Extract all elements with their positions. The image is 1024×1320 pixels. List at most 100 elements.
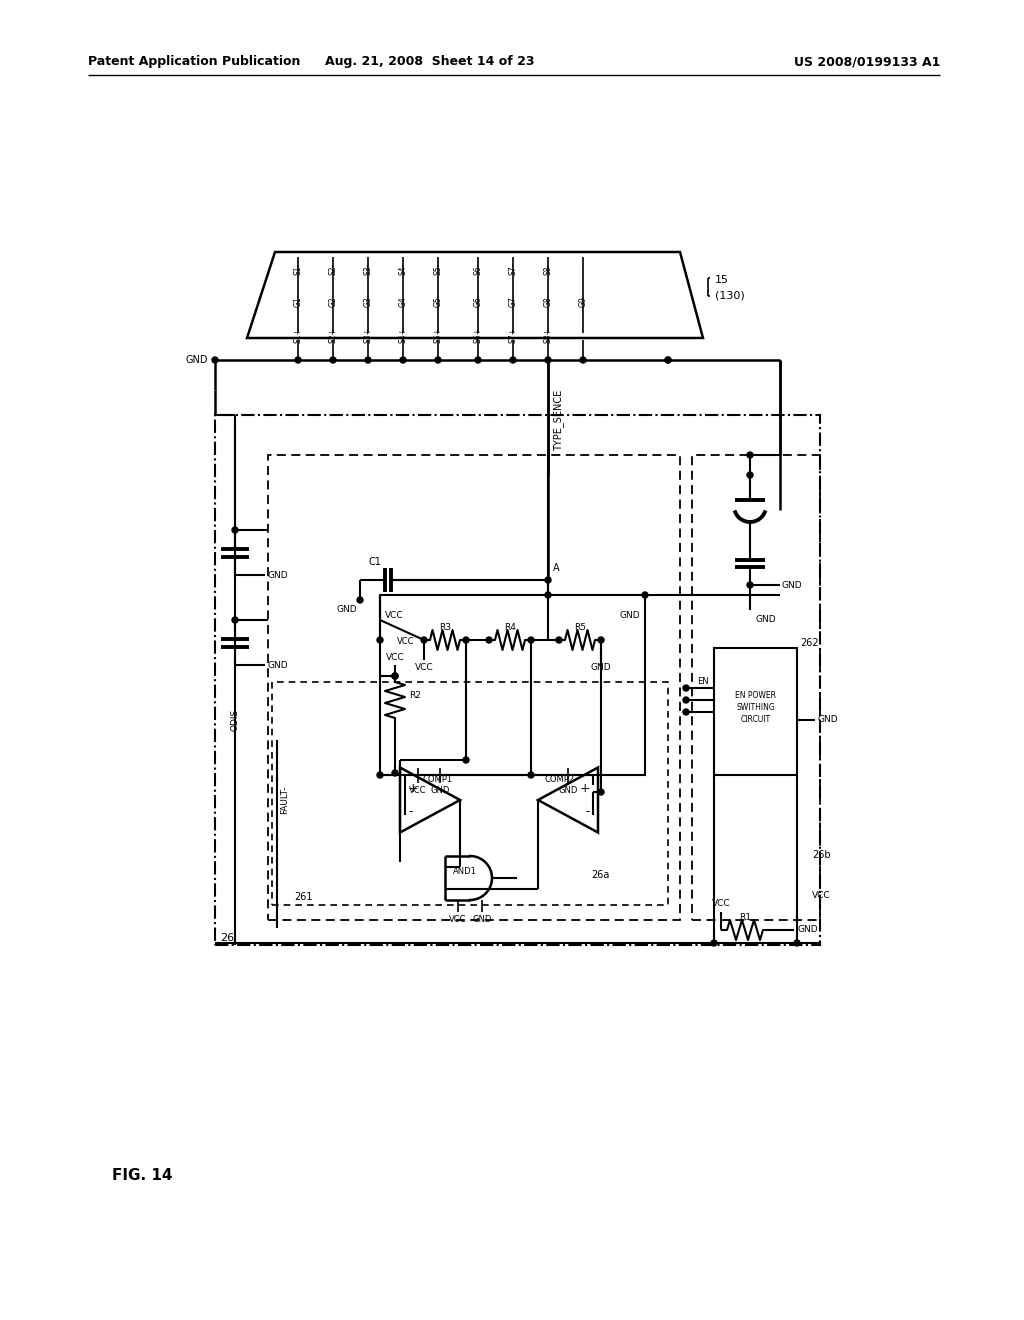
Circle shape (746, 473, 753, 478)
Text: AND1: AND1 (453, 867, 477, 876)
Bar (714, 648, 797, 775)
Text: A: A (553, 564, 560, 573)
Text: S1-: S1- (294, 263, 302, 275)
Text: GND: GND (817, 715, 838, 725)
Text: GND: GND (430, 785, 450, 795)
Circle shape (545, 577, 551, 583)
Circle shape (665, 356, 671, 363)
Circle shape (510, 356, 516, 363)
Text: EN POWER: EN POWER (735, 690, 776, 700)
Circle shape (212, 356, 218, 363)
Text: VCC: VCC (450, 916, 467, 924)
Circle shape (746, 451, 753, 458)
Circle shape (295, 356, 301, 363)
Circle shape (232, 616, 238, 623)
Text: GND: GND (267, 660, 288, 669)
Bar (692, 455, 820, 920)
Circle shape (475, 356, 481, 363)
Circle shape (598, 789, 604, 795)
Text: C1: C1 (369, 557, 381, 568)
Circle shape (794, 940, 800, 946)
Text: -: - (586, 805, 590, 818)
Text: S7+: S7+ (509, 327, 517, 343)
Circle shape (435, 356, 441, 363)
Circle shape (377, 772, 383, 777)
Text: US 2008/0199133 A1: US 2008/0199133 A1 (794, 55, 940, 69)
Circle shape (556, 638, 562, 643)
Text: S3+: S3+ (364, 327, 373, 343)
Text: G3: G3 (364, 297, 373, 308)
Text: 26a: 26a (591, 870, 609, 880)
Circle shape (392, 770, 398, 776)
Text: R1: R1 (739, 912, 751, 921)
Text: -: - (408, 805, 413, 818)
Circle shape (377, 638, 383, 643)
Text: G8: G8 (544, 297, 553, 308)
Text: S5-: S5- (433, 263, 442, 275)
Circle shape (545, 356, 551, 363)
Text: S4-: S4- (398, 263, 408, 275)
Text: S6-: S6- (473, 263, 482, 275)
Text: G6: G6 (473, 297, 482, 308)
Text: VCC: VCC (812, 891, 830, 899)
Text: S7-: S7- (509, 263, 517, 275)
Text: 26b: 26b (812, 850, 830, 861)
Text: FIG. 14: FIG. 14 (112, 1167, 172, 1183)
Circle shape (232, 527, 238, 533)
Circle shape (357, 597, 362, 603)
Text: S2+: S2+ (329, 327, 338, 343)
Text: GND: GND (755, 615, 775, 624)
Text: FAULT-: FAULT- (280, 785, 289, 814)
Circle shape (746, 582, 753, 587)
Text: R4: R4 (504, 623, 516, 631)
Text: VCC: VCC (410, 785, 427, 795)
Text: R5: R5 (574, 623, 586, 631)
Text: S5+: S5+ (433, 327, 442, 343)
Circle shape (463, 756, 469, 763)
Text: S3-: S3- (364, 263, 373, 275)
Text: S8-: S8- (544, 263, 553, 275)
Circle shape (528, 638, 534, 643)
Bar (272, 682, 668, 906)
Text: 26: 26 (220, 933, 234, 942)
Text: EN: EN (697, 677, 709, 686)
Circle shape (711, 940, 717, 946)
Text: GND: GND (591, 664, 611, 672)
Circle shape (528, 772, 534, 777)
Text: 261: 261 (294, 892, 312, 902)
Text: VCC: VCC (397, 638, 415, 647)
Text: Patent Application Publication: Patent Application Publication (88, 55, 300, 69)
Text: GND: GND (558, 785, 578, 795)
Text: COMP1: COMP1 (423, 776, 453, 784)
Text: S4+: S4+ (398, 327, 408, 343)
Text: GND: GND (336, 606, 357, 615)
Text: GND: GND (472, 916, 492, 924)
Circle shape (392, 673, 398, 678)
Circle shape (545, 591, 551, 598)
Text: VCC: VCC (385, 610, 403, 619)
Text: Aug. 21, 2008  Sheet 14 of 23: Aug. 21, 2008 Sheet 14 of 23 (326, 55, 535, 69)
Text: G2: G2 (329, 297, 338, 308)
Text: G7: G7 (509, 297, 517, 308)
Circle shape (683, 697, 689, 704)
Circle shape (365, 356, 371, 363)
Circle shape (580, 356, 586, 363)
Text: G4: G4 (398, 297, 408, 308)
Circle shape (486, 638, 492, 643)
Text: S1+: S1+ (294, 327, 302, 343)
Text: VCC: VCC (386, 652, 404, 661)
Circle shape (330, 356, 336, 363)
Text: ODIS: ODIS (230, 709, 240, 731)
Text: TYPE_SENCE: TYPE_SENCE (553, 389, 564, 450)
Circle shape (683, 709, 689, 715)
Text: S2-: S2- (329, 263, 338, 275)
Bar (380, 595, 645, 775)
Circle shape (683, 685, 689, 690)
Text: GND: GND (185, 355, 208, 366)
Circle shape (400, 356, 406, 363)
Text: COMP2: COMP2 (545, 776, 575, 784)
Text: GND: GND (620, 610, 640, 619)
Text: +: + (580, 781, 590, 795)
Text: VCC: VCC (415, 664, 433, 672)
Text: G9: G9 (579, 297, 588, 308)
